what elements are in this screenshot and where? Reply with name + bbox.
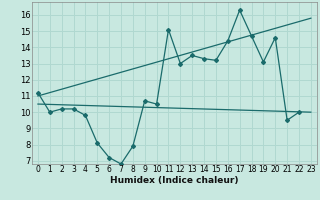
X-axis label: Humidex (Indice chaleur): Humidex (Indice chaleur) <box>110 176 239 185</box>
